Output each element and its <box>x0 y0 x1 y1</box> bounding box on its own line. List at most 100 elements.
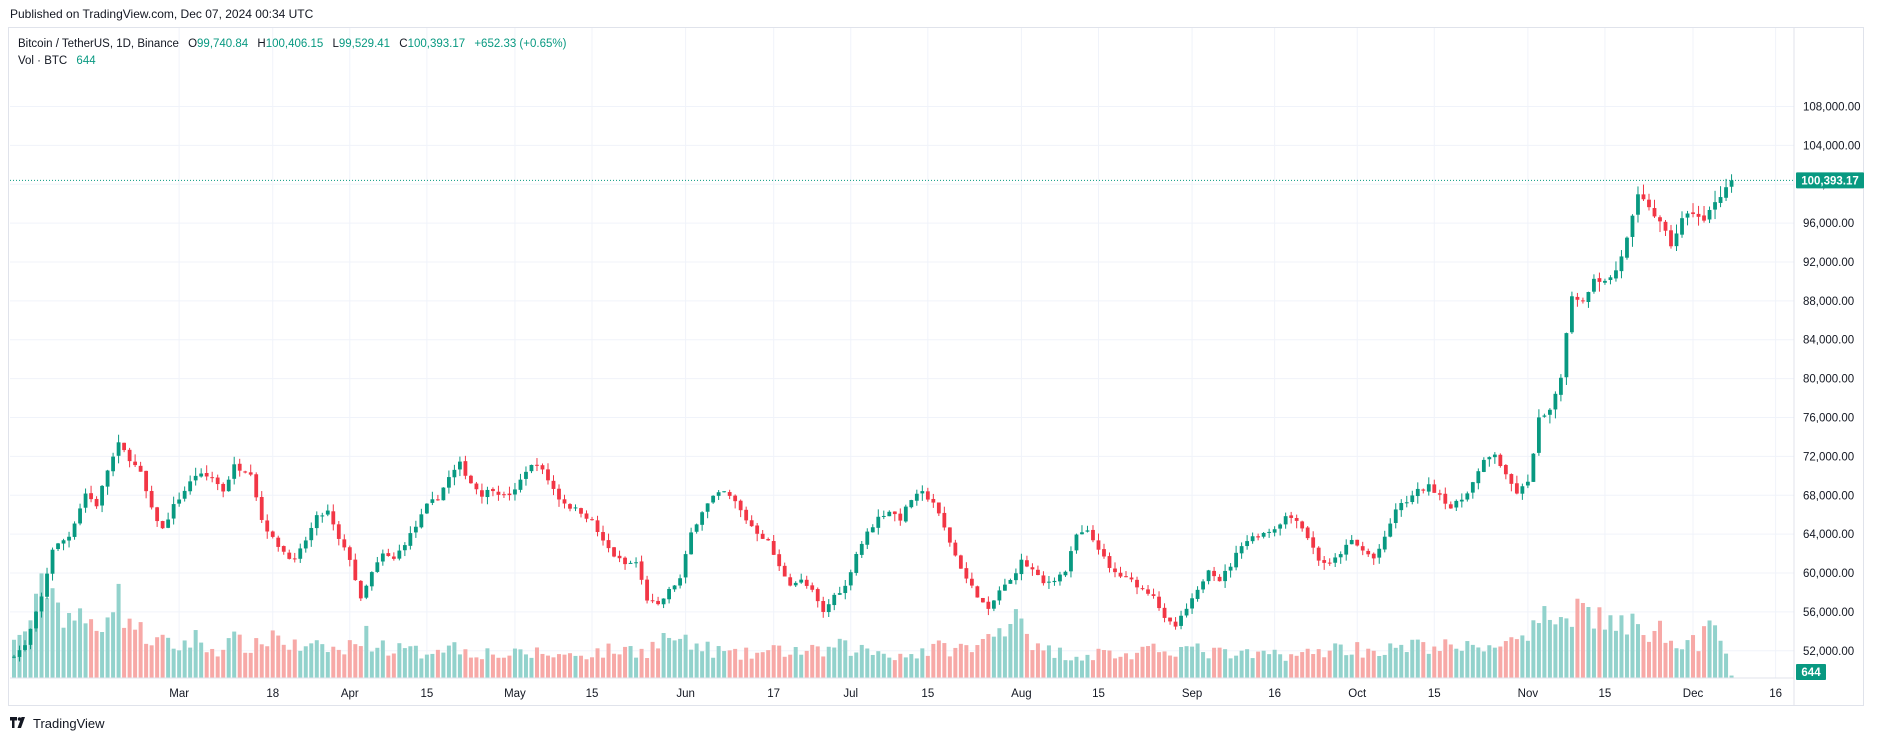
volume-bar <box>1135 652 1140 678</box>
candle-body <box>1647 199 1651 208</box>
time-tick-label: Aug <box>1011 688 1031 700</box>
volume-bar <box>1085 654 1090 678</box>
ohlc-row: Bitcoin / TetherUS, 1D, Binance O99,740.… <box>18 36 566 53</box>
volume-bar <box>1580 602 1585 678</box>
candle-body <box>1421 489 1426 491</box>
volume-bar <box>1382 654 1387 678</box>
volume-bar <box>1680 649 1685 678</box>
candle-body <box>1019 559 1024 575</box>
volume-bar <box>298 650 303 678</box>
volume-bar <box>1487 645 1492 678</box>
volume-bar <box>138 622 143 678</box>
volume-bar <box>892 660 897 678</box>
volume-bars <box>12 573 1734 678</box>
volume-bar <box>661 633 666 678</box>
volume-bar <box>479 659 484 678</box>
candle-body <box>667 588 671 600</box>
high-value: 100,406.15 <box>265 38 324 50</box>
volume-bar <box>237 634 242 678</box>
volume-bar <box>1558 617 1563 678</box>
candle-body <box>1278 524 1283 529</box>
candle-body <box>171 504 176 519</box>
volume-bar <box>1619 615 1624 678</box>
footer-brand[interactable]: TradingView <box>10 716 105 731</box>
volume-bar <box>45 598 50 678</box>
volume-bar <box>402 648 407 678</box>
candle-body <box>1509 474 1514 484</box>
candle-body <box>568 504 572 509</box>
candle-body <box>480 490 484 497</box>
volume-bar <box>518 649 523 678</box>
volume-bar <box>931 643 936 678</box>
volume-bar <box>1322 657 1327 678</box>
time-tick-label: 15 <box>921 688 934 700</box>
candle-body <box>1674 233 1679 247</box>
volume-bar <box>551 657 556 678</box>
candle-body <box>1256 536 1261 538</box>
volume-bar <box>496 657 501 678</box>
volume-bar <box>1448 644 1453 678</box>
chart-frame[interactable] <box>8 27 1864 706</box>
candle-body <box>1338 554 1343 558</box>
volume-bar <box>848 655 853 678</box>
candle-body <box>804 579 809 586</box>
volume-bar <box>67 613 72 678</box>
candle-body <box>931 498 936 503</box>
time-tick-label: Mar <box>169 688 189 700</box>
candle-body <box>1564 333 1569 378</box>
candle-body <box>116 442 121 456</box>
candle-body <box>193 475 198 481</box>
volume-bar <box>1597 607 1602 678</box>
candle-body <box>1729 180 1734 187</box>
volume-bar <box>1547 619 1552 678</box>
candle-body <box>1520 486 1525 494</box>
volume-bar <box>1212 647 1217 678</box>
candle-body <box>964 568 969 579</box>
candle-body <box>920 491 925 494</box>
candle-body <box>777 554 782 567</box>
candle-body <box>1327 562 1332 564</box>
candle-body <box>1217 576 1222 582</box>
candle-body <box>1399 503 1404 511</box>
volume-bar <box>1410 639 1415 678</box>
volume-bar <box>1432 646 1437 678</box>
candle-body <box>837 593 842 595</box>
candle-body <box>342 539 347 548</box>
volume-bar <box>887 657 892 678</box>
volume-bar <box>667 637 672 678</box>
volume-bar <box>645 658 650 678</box>
candle-body <box>1570 296 1574 333</box>
candle-body <box>1702 215 1706 221</box>
candle-body <box>799 579 804 583</box>
candle-body <box>1443 493 1448 504</box>
candle-body <box>573 507 578 509</box>
price-tick-label: 52,000.00 <box>1803 646 1854 658</box>
volume-bar <box>1437 651 1442 678</box>
volume-bar <box>1146 646 1151 678</box>
candle-body <box>535 464 539 466</box>
low-value: 99,529.41 <box>338 38 391 50</box>
volume-bar <box>694 643 699 678</box>
volume-bar <box>1520 635 1525 678</box>
candle-body <box>766 539 771 541</box>
volume-bar <box>573 655 578 678</box>
candle-body <box>188 481 193 492</box>
candle-body <box>1707 209 1712 220</box>
volume-bar <box>804 650 809 678</box>
volume-bar <box>1724 653 1729 678</box>
volume-bar <box>342 654 347 678</box>
candle-body <box>672 585 677 590</box>
candle-body <box>1107 556 1112 568</box>
volume-bar <box>430 653 435 678</box>
candle-body <box>1536 417 1541 453</box>
candle-body <box>1669 230 1673 247</box>
candle-body <box>1641 194 1646 200</box>
candle-body <box>953 542 958 556</box>
volume-bar <box>639 648 644 678</box>
candle-body <box>1658 217 1662 222</box>
volume-bar <box>34 593 39 678</box>
volume-bar <box>1338 644 1343 678</box>
candle-body <box>1448 504 1453 509</box>
candle-body <box>700 512 705 525</box>
